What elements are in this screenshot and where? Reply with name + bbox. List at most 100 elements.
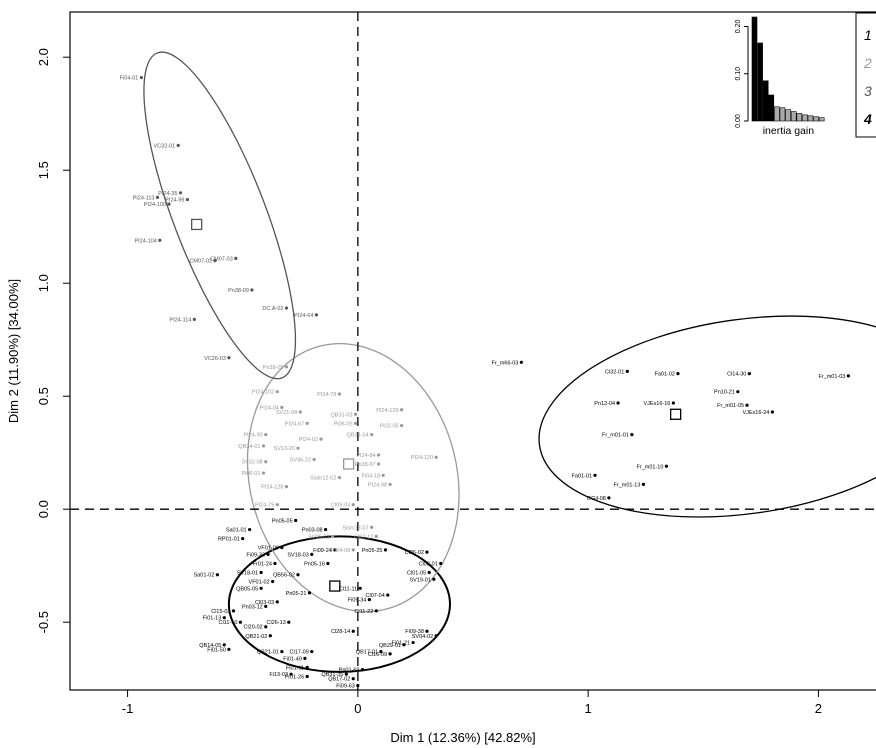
point-label: Fr_m01-13 <box>614 482 641 488</box>
point-label: Fi13-03 <box>269 672 288 678</box>
data-point <box>333 548 337 552</box>
data-point <box>261 444 266 448</box>
point-label: Cl11-10 <box>219 620 238 626</box>
inset-bar <box>751 16 758 122</box>
y-tick-label: 1.0 <box>36 274 51 292</box>
point-label: PI24-102 <box>252 390 274 396</box>
inset-bar <box>757 42 763 122</box>
data-point <box>376 453 381 457</box>
point-label: SV21-08 <box>276 410 297 416</box>
point-label: PI24-04 <box>260 406 279 412</box>
point-label: Pn03-08 <box>302 528 323 534</box>
data-point <box>264 433 268 437</box>
point-label: Cl14-30 <box>727 372 746 378</box>
data-point <box>351 548 355 552</box>
data-point <box>287 620 291 624</box>
point-label: Fa01-02 <box>654 372 675 378</box>
data-point <box>310 649 314 654</box>
data-point <box>770 410 774 414</box>
data-point <box>284 306 289 310</box>
inset-x-label: inertia gain <box>763 125 815 137</box>
point-label: Cl16-09 <box>368 652 387 658</box>
point-label: VJEs16-16 <box>643 401 670 407</box>
point-label: QB05-05 <box>236 586 258 592</box>
x-axis-label: Dim 1 (12.36%) [42.82%] <box>390 730 535 745</box>
cluster-4-ellipse <box>538 315 876 518</box>
data-point <box>264 625 268 629</box>
data-point <box>298 410 302 414</box>
point-label: SV32-08 <box>241 460 262 466</box>
point-label: Pn05-16 <box>304 561 325 567</box>
point-label: Cl11-22 <box>354 609 373 615</box>
point-label: PI24-128 <box>261 485 283 491</box>
inset-bar <box>768 94 775 122</box>
point-label: SV04-02 <box>412 634 433 640</box>
data-point <box>664 464 669 468</box>
data-point <box>158 238 162 242</box>
point-label: QB31-35 <box>321 672 343 678</box>
y-axis-label: Dim 2 (11.90%) [34.00%] <box>6 279 21 423</box>
data-point <box>284 365 289 369</box>
data-point <box>425 550 429 554</box>
cluster-1-ellipse <box>227 535 451 673</box>
point-label: Pn10-21 <box>714 390 735 396</box>
cluster-3-center <box>191 218 203 231</box>
x-tick-label: -1 <box>122 701 134 716</box>
inset-bar <box>785 109 791 122</box>
data-point <box>213 259 217 263</box>
point-label: Pi06-05 <box>334 421 353 427</box>
point-label: Cl03-03 <box>255 600 274 606</box>
point-label: PI24-100 <box>144 202 166 208</box>
data-point <box>312 457 316 462</box>
point-label: SV46-22 <box>290 457 311 463</box>
legend-entry-1: 1 <box>864 27 872 43</box>
point-label: PI24-06 <box>331 548 350 554</box>
data-point <box>266 552 270 557</box>
data-point <box>289 672 293 676</box>
point-label: Pi02-05 <box>380 424 399 430</box>
point-label: CM07-03 <box>210 256 233 262</box>
data-point <box>280 546 284 550</box>
reference-lines <box>70 12 876 690</box>
point-label: PI24-113 <box>133 195 155 201</box>
data-point <box>427 570 431 575</box>
point-label: SV13-20 <box>274 446 295 452</box>
y-tick-label: 1.5 <box>36 161 51 179</box>
point-label: Cl28-14 <box>331 629 350 635</box>
cluster-1-center <box>329 580 341 592</box>
data-point <box>358 586 362 590</box>
data-point <box>400 408 404 412</box>
data-point <box>439 561 443 566</box>
data-point <box>215 573 219 577</box>
point-label: PI24-114 <box>169 317 191 323</box>
data-point <box>222 643 226 647</box>
inset-bar <box>813 116 819 122</box>
point-label: Fi09-24 <box>313 548 332 554</box>
point-label: Fr_m01-10 <box>637 464 664 470</box>
point-label: DC.A-02 <box>262 306 283 312</box>
point-label: QB31-03 <box>331 412 353 418</box>
data-point <box>305 665 309 670</box>
data-point <box>296 446 300 450</box>
data-point <box>388 652 392 656</box>
data-point <box>273 561 277 566</box>
point-label: PI24-02 <box>299 437 318 443</box>
data-point <box>222 616 226 620</box>
point-label: Cl32-01 <box>605 369 624 375</box>
point-label: VF01-02 <box>249 580 270 586</box>
point-label: Fi01-11 <box>286 665 304 671</box>
data-point <box>296 573 300 577</box>
point-label: QB17-01 <box>356 650 378 656</box>
data-point <box>231 609 236 613</box>
point-label: PI24-99 <box>165 198 184 204</box>
inset-y-tick-label: 0.10 <box>735 67 742 81</box>
data-point <box>434 634 438 638</box>
point-label: Sa01-02 <box>194 573 215 579</box>
data-point <box>432 577 436 581</box>
point-label: PI24-35 <box>158 191 177 197</box>
point-label: Sisto12-07 <box>342 525 368 531</box>
y-tick-label: -0.5 <box>36 611 51 633</box>
data-point <box>593 473 597 477</box>
data-point <box>139 75 143 80</box>
